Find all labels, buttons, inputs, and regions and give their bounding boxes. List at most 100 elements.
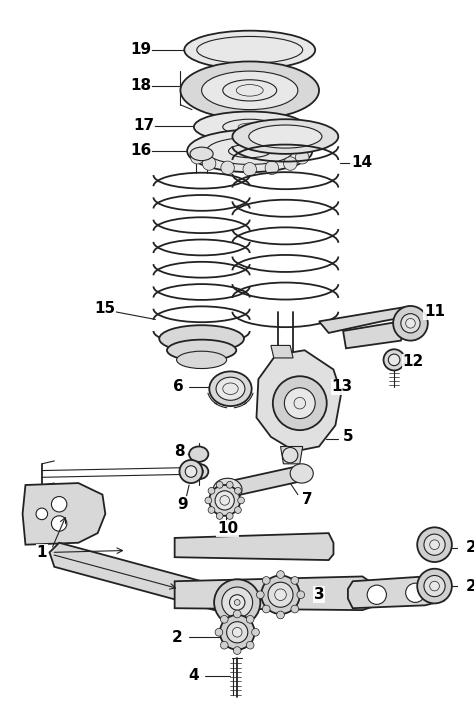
Text: 19: 19 — [130, 43, 152, 58]
Ellipse shape — [201, 71, 298, 110]
Circle shape — [246, 642, 254, 649]
Circle shape — [36, 508, 47, 520]
Ellipse shape — [215, 491, 234, 510]
Circle shape — [202, 157, 216, 170]
Polygon shape — [343, 322, 404, 349]
Circle shape — [233, 610, 241, 618]
Circle shape — [252, 628, 259, 636]
Circle shape — [215, 628, 223, 636]
Text: 3: 3 — [314, 588, 324, 602]
Circle shape — [208, 488, 215, 494]
Circle shape — [221, 161, 234, 175]
Text: 8: 8 — [174, 443, 185, 458]
Ellipse shape — [424, 534, 445, 555]
Circle shape — [234, 600, 240, 605]
Text: 1: 1 — [36, 545, 47, 560]
Ellipse shape — [187, 130, 312, 172]
Circle shape — [297, 591, 305, 599]
Text: 2: 2 — [466, 540, 474, 555]
Circle shape — [52, 496, 67, 512]
Ellipse shape — [275, 589, 286, 600]
Text: 10: 10 — [217, 520, 238, 535]
Ellipse shape — [177, 352, 227, 369]
Ellipse shape — [406, 583, 425, 602]
Circle shape — [214, 580, 260, 625]
Text: 15: 15 — [94, 302, 115, 317]
Ellipse shape — [220, 496, 229, 506]
Ellipse shape — [194, 111, 306, 143]
Polygon shape — [271, 345, 293, 358]
Text: 9: 9 — [177, 497, 188, 512]
Circle shape — [295, 150, 309, 164]
Ellipse shape — [430, 540, 439, 550]
Polygon shape — [174, 576, 377, 610]
Text: 5: 5 — [343, 429, 353, 444]
Polygon shape — [348, 576, 449, 608]
Ellipse shape — [213, 478, 242, 501]
Circle shape — [273, 376, 327, 430]
Ellipse shape — [206, 138, 293, 165]
Circle shape — [233, 647, 241, 655]
Polygon shape — [174, 533, 334, 560]
Ellipse shape — [249, 125, 322, 148]
Ellipse shape — [210, 485, 240, 515]
Ellipse shape — [417, 528, 452, 562]
Circle shape — [243, 163, 256, 176]
Ellipse shape — [417, 569, 452, 603]
Circle shape — [235, 507, 241, 513]
Ellipse shape — [181, 61, 319, 119]
Ellipse shape — [223, 80, 277, 101]
Ellipse shape — [283, 448, 298, 463]
Circle shape — [191, 150, 204, 164]
Ellipse shape — [189, 446, 209, 462]
Circle shape — [265, 161, 279, 175]
Text: 13: 13 — [332, 379, 353, 394]
Circle shape — [284, 388, 315, 419]
Circle shape — [246, 615, 254, 623]
Ellipse shape — [167, 339, 236, 361]
Text: 2: 2 — [172, 630, 183, 645]
Text: 12: 12 — [403, 354, 424, 369]
Polygon shape — [221, 466, 308, 498]
Ellipse shape — [424, 575, 445, 597]
Ellipse shape — [261, 575, 300, 614]
Ellipse shape — [197, 36, 303, 63]
Text: 18: 18 — [130, 78, 152, 93]
Circle shape — [216, 513, 223, 519]
Ellipse shape — [232, 627, 242, 637]
Circle shape — [291, 605, 299, 613]
Ellipse shape — [190, 147, 213, 160]
Ellipse shape — [185, 466, 197, 477]
Text: 17: 17 — [133, 118, 155, 133]
Ellipse shape — [216, 377, 245, 400]
Ellipse shape — [194, 468, 203, 476]
Circle shape — [220, 615, 228, 623]
Circle shape — [235, 488, 241, 494]
Circle shape — [277, 611, 284, 619]
Ellipse shape — [290, 464, 313, 483]
Circle shape — [283, 157, 297, 170]
Circle shape — [227, 481, 233, 488]
Circle shape — [383, 349, 405, 371]
Circle shape — [263, 605, 270, 613]
Circle shape — [222, 587, 253, 618]
Ellipse shape — [393, 306, 428, 341]
Ellipse shape — [238, 123, 261, 130]
Circle shape — [263, 577, 270, 584]
Ellipse shape — [159, 325, 244, 352]
Ellipse shape — [210, 371, 252, 406]
Circle shape — [229, 595, 245, 610]
Ellipse shape — [406, 319, 415, 328]
Text: 16: 16 — [130, 143, 152, 158]
Text: 7: 7 — [302, 492, 313, 507]
Polygon shape — [319, 307, 408, 333]
Circle shape — [52, 515, 67, 531]
Circle shape — [220, 642, 228, 649]
Ellipse shape — [367, 585, 386, 605]
Circle shape — [205, 497, 212, 504]
Text: 6: 6 — [173, 379, 184, 394]
Ellipse shape — [180, 460, 202, 483]
Text: 14: 14 — [351, 155, 372, 170]
Polygon shape — [49, 543, 242, 615]
Ellipse shape — [232, 119, 338, 154]
